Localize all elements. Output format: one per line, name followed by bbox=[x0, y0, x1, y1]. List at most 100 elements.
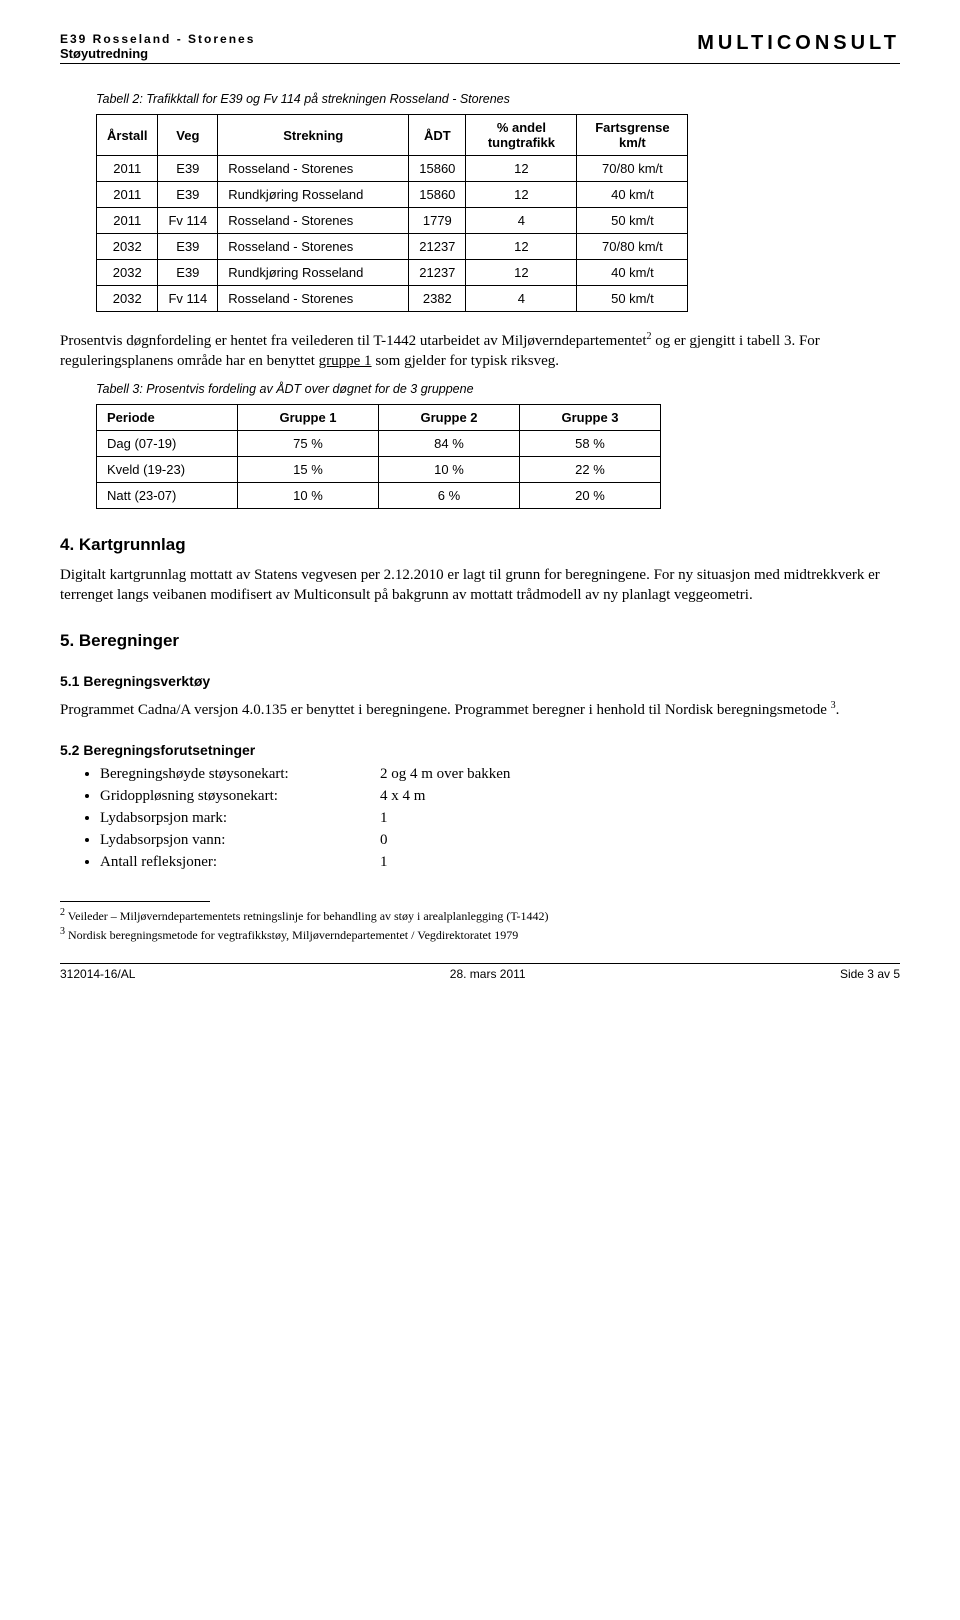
table-cell: 12 bbox=[466, 234, 577, 260]
table-cell: 2011 bbox=[97, 208, 158, 234]
table-cell: 4 bbox=[466, 208, 577, 234]
table-cell: Fv 114 bbox=[158, 286, 218, 312]
table-cell: 15860 bbox=[409, 182, 466, 208]
table-cell: 1779 bbox=[409, 208, 466, 234]
table-cell: Natt (23-07) bbox=[97, 482, 238, 508]
table-cell: 40 km/t bbox=[577, 260, 688, 286]
table2-col-0: Årstall bbox=[97, 115, 158, 156]
para1a: Prosentvis døgnfordeling er hentet fra v… bbox=[60, 333, 647, 349]
table-cell: 21237 bbox=[409, 260, 466, 286]
spec-label: Lydabsorpsjon mark: bbox=[100, 810, 380, 827]
spec-label: Beregningshøyde støysonekart: bbox=[100, 766, 380, 783]
table2-col-1: Veg bbox=[158, 115, 218, 156]
spec-value: 4 x 4 m bbox=[380, 788, 425, 805]
section-4-text: Digitalt kartgrunnlag mottatt av Statens… bbox=[60, 565, 900, 606]
table2-col-4: % andel tungtrafikk bbox=[466, 115, 577, 156]
spec-label: Lydabsorpsjon vann: bbox=[100, 832, 380, 849]
table-cell: 6 % bbox=[379, 482, 520, 508]
page-header: E39 Rosseland - Storenes Støyutredning M… bbox=[60, 32, 900, 64]
table-cell: 84 % bbox=[379, 430, 520, 456]
footnote-3: 3 Nordisk beregningsmetode for vegtrafik… bbox=[60, 925, 900, 944]
list-item: Lydabsorpsjon vann:0 bbox=[100, 832, 900, 849]
spec-value: 1 bbox=[380, 810, 388, 827]
table-cell: 75 % bbox=[238, 430, 379, 456]
list-item: Gridoppløsning støysonekart:4 x 4 m bbox=[100, 788, 900, 805]
table-cell: 70/80 km/t bbox=[577, 156, 688, 182]
table3-col-0: Periode bbox=[97, 404, 238, 430]
table-cell: E39 bbox=[158, 260, 218, 286]
table-cell: 2011 bbox=[97, 182, 158, 208]
header-left-line1: E39 Rosseland - Storenes bbox=[60, 32, 255, 46]
sec51-text-a: Programmet Cadna/A versjon 4.0.135 er be… bbox=[60, 702, 831, 718]
table-cell: Rosseland - Storenes bbox=[218, 156, 409, 182]
table2-col-5: Fartsgrense km/t bbox=[577, 115, 688, 156]
footnote-3-text: Nordisk beregningsmetode for vegtrafikks… bbox=[65, 928, 518, 942]
header-left: E39 Rosseland - Storenes Støyutredning bbox=[60, 32, 255, 61]
table-cell: 21237 bbox=[409, 234, 466, 260]
spec-label: Antall refleksjoner: bbox=[100, 854, 380, 871]
table-cell: E39 bbox=[158, 182, 218, 208]
table-cell: E39 bbox=[158, 156, 218, 182]
table-cell: Kveld (19-23) bbox=[97, 456, 238, 482]
table-cell: 10 % bbox=[238, 482, 379, 508]
list-item: Lydabsorpsjon mark:1 bbox=[100, 810, 900, 827]
table3: Periode Gruppe 1 Gruppe 2 Gruppe 3 Dag (… bbox=[96, 404, 661, 509]
table-cell: 2011 bbox=[97, 156, 158, 182]
spec-list: Beregningshøyde støysonekart:2 og 4 m ov… bbox=[60, 766, 900, 871]
table-cell: 12 bbox=[466, 182, 577, 208]
spec-label: Gridoppløsning støysonekart: bbox=[100, 788, 380, 805]
table-cell: 2032 bbox=[97, 286, 158, 312]
spec-value: 0 bbox=[380, 832, 388, 849]
table-cell: E39 bbox=[158, 234, 218, 260]
spec-value: 1 bbox=[380, 854, 388, 871]
section-4-title: 4. Kartgrunnlag bbox=[60, 535, 900, 555]
table-cell: 2032 bbox=[97, 260, 158, 286]
header-right: MULTICONSULT bbox=[697, 32, 900, 55]
sec51-text-b: . bbox=[836, 702, 840, 718]
section-5-2-title: 5.2 Beregningsforutsetninger bbox=[60, 742, 900, 758]
table-cell: Rosseland - Storenes bbox=[218, 234, 409, 260]
header-left-line2: Støyutredning bbox=[60, 46, 255, 61]
table3-col-1: Gruppe 1 bbox=[238, 404, 379, 430]
table2-col-3: ÅDT bbox=[409, 115, 466, 156]
table-cell: 40 km/t bbox=[577, 182, 688, 208]
table-cell: 15 % bbox=[238, 456, 379, 482]
table-cell: 50 km/t bbox=[577, 286, 688, 312]
section-5-title: 5. Beregninger bbox=[60, 631, 900, 651]
table-cell: Rosseland - Storenes bbox=[218, 286, 409, 312]
table-cell: 70/80 km/t bbox=[577, 234, 688, 260]
table-cell: 2032 bbox=[97, 234, 158, 260]
table-cell: 10 % bbox=[379, 456, 520, 482]
table2: Årstall Veg Strekning ÅDT % andel tungtr… bbox=[96, 114, 688, 312]
footer-right: Side 3 av 5 bbox=[840, 967, 900, 981]
spec-value: 2 og 4 m over bakken bbox=[380, 766, 510, 783]
footnote-2-text: Veileder – Miljøverndepartementets retni… bbox=[65, 909, 549, 923]
paragraph-1: Prosentvis døgnfordeling er hentet fra v… bbox=[60, 330, 900, 372]
section-5-1-title: 5.1 Beregningsverktøy bbox=[60, 673, 900, 689]
table-cell: 4 bbox=[466, 286, 577, 312]
page-footer: 312014-16/AL 28. mars 2011 Side 3 av 5 bbox=[60, 963, 900, 981]
table-cell: Rundkjøring Rosseland bbox=[218, 260, 409, 286]
table-cell: 12 bbox=[466, 156, 577, 182]
para1c: som gjelder for typisk riksveg. bbox=[372, 353, 559, 369]
table-cell: 20 % bbox=[520, 482, 661, 508]
table-cell: 15860 bbox=[409, 156, 466, 182]
table-cell: 58 % bbox=[520, 430, 661, 456]
table-cell: Fv 114 bbox=[158, 208, 218, 234]
table-cell: Rosseland - Storenes bbox=[218, 208, 409, 234]
table-cell: 2382 bbox=[409, 286, 466, 312]
table3-caption: Tabell 3: Prosentvis fordeling av ÅDT ov… bbox=[96, 382, 900, 396]
footnote-rule bbox=[60, 901, 210, 902]
footnote-2: 2 Veileder – Miljøverndepartementets ret… bbox=[60, 906, 900, 925]
footer-center: 28. mars 2011 bbox=[450, 967, 526, 981]
table2-caption: Tabell 2: Trafikktall for E39 og Fv 114 … bbox=[96, 92, 900, 106]
table-cell: Rundkjøring Rosseland bbox=[218, 182, 409, 208]
list-item: Antall refleksjoner:1 bbox=[100, 854, 900, 871]
section-5-1-text: Programmet Cadna/A versjon 4.0.135 er be… bbox=[60, 699, 900, 720]
table2-col-2: Strekning bbox=[218, 115, 409, 156]
table3-col-2: Gruppe 2 bbox=[379, 404, 520, 430]
table-cell: 22 % bbox=[520, 456, 661, 482]
footer-left: 312014-16/AL bbox=[60, 967, 135, 981]
list-item: Beregningshøyde støysonekart:2 og 4 m ov… bbox=[100, 766, 900, 783]
table3-col-3: Gruppe 3 bbox=[520, 404, 661, 430]
